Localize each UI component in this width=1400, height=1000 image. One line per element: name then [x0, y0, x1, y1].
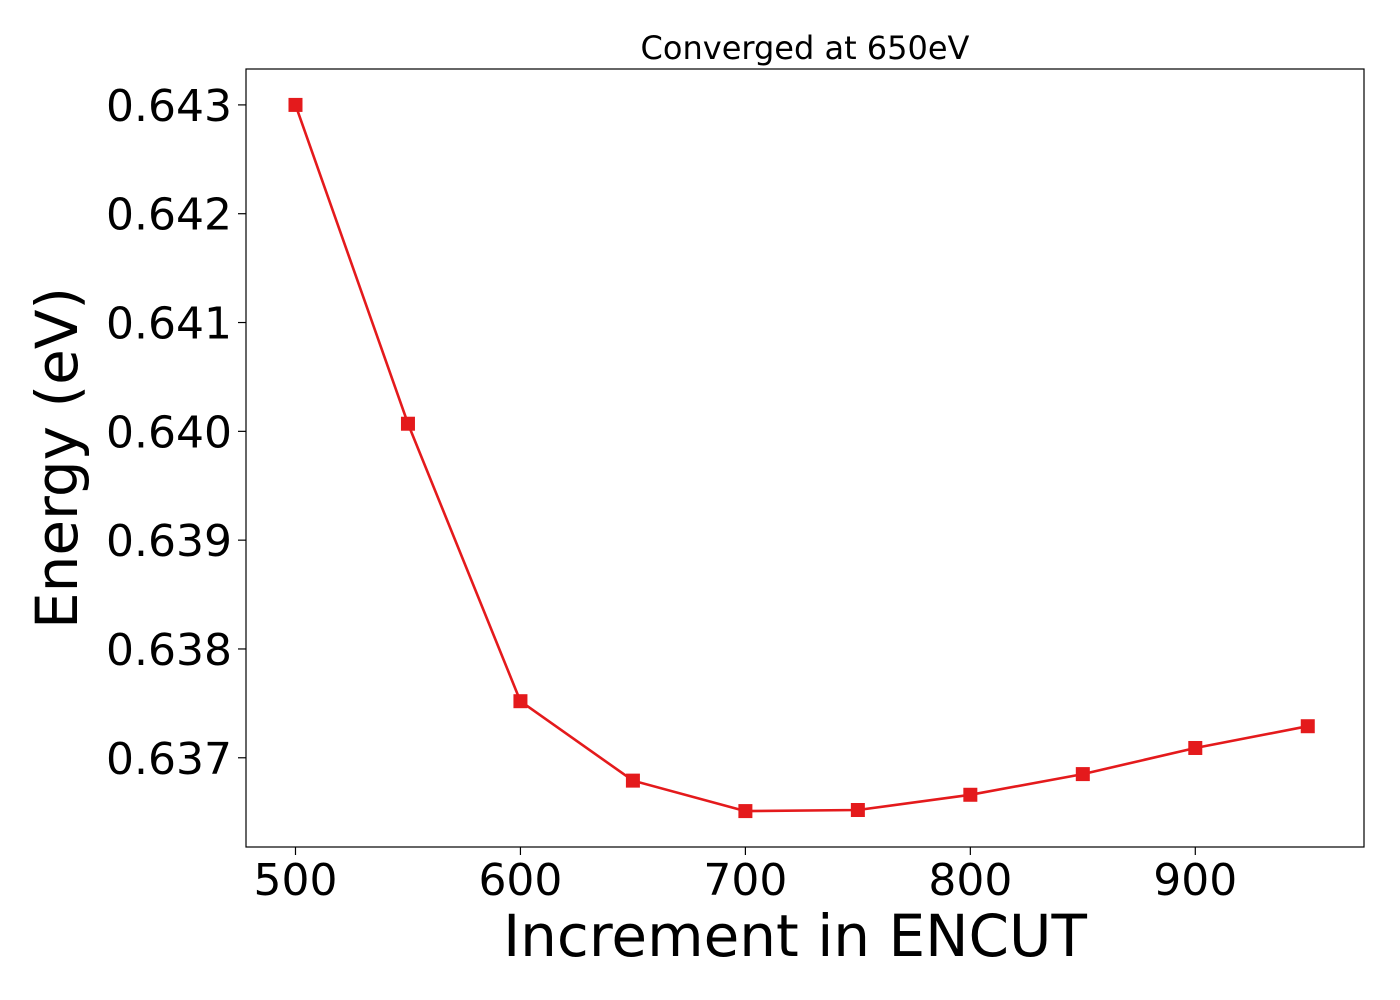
- data-point: [400, 416, 415, 431]
- chart-title: Converged at 650eV: [641, 29, 970, 67]
- data-point: [288, 97, 303, 112]
- x-tick-label: 700: [703, 855, 787, 906]
- data-point: [738, 804, 753, 819]
- series-line: [294, 104, 1309, 813]
- y-tick-label: 0.639: [106, 516, 232, 567]
- data-point: [850, 803, 865, 818]
- data-point: [963, 787, 978, 802]
- data-point: [625, 773, 640, 788]
- y-tick-label: 0.638: [106, 625, 232, 676]
- y-tick-label: 0.637: [106, 734, 232, 785]
- ticks: 500 600 700 800 900 0.637 0.638 0.639 0.640 0.641…: [106, 81, 1237, 906]
- plot-area: [245, 68, 1365, 848]
- y-tick-label: 0.643: [106, 81, 232, 132]
- y-axis-label: Energy (eV): [23, 287, 91, 629]
- y-tick-label: 0.641: [106, 299, 232, 350]
- data-point: [1075, 767, 1090, 782]
- x-tick-label: 500: [253, 855, 337, 906]
- x-tick-label: 900: [1153, 855, 1237, 906]
- data-point: [1188, 740, 1203, 755]
- x-axis-label: Increment in ENCUT: [503, 902, 1087, 970]
- x-tick-label: 600: [478, 855, 562, 906]
- y-tick-label: 0.640: [106, 407, 232, 458]
- x-tick-label: 800: [928, 855, 1012, 906]
- y-tick-label: 0.642: [106, 190, 232, 241]
- data-point: [1300, 719, 1315, 734]
- series-layer: [288, 97, 1315, 819]
- data-point: [513, 694, 528, 709]
